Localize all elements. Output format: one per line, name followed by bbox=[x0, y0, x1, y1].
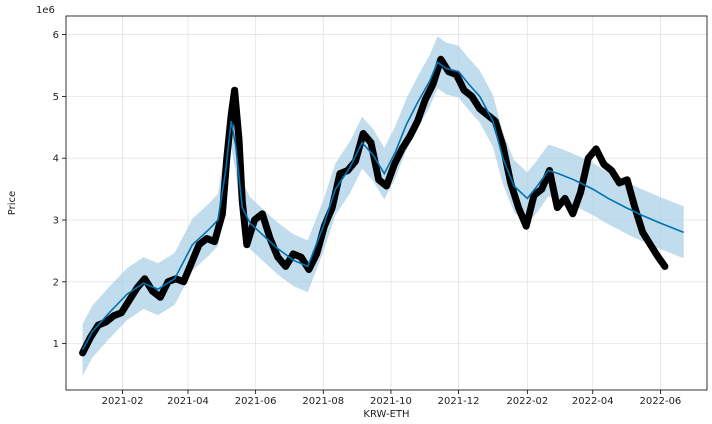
observed-points bbox=[79, 55, 669, 357]
observed-point bbox=[203, 235, 210, 242]
observed-point bbox=[577, 189, 584, 196]
x-tick-label: 2021-06 bbox=[235, 396, 277, 407]
observed-point bbox=[530, 192, 538, 199]
observed-point bbox=[259, 210, 266, 217]
y-tick-label: 2 bbox=[53, 277, 59, 288]
observed-point bbox=[561, 195, 569, 202]
observed-point bbox=[274, 253, 281, 261]
y-axis-ticks: 1 2 3 4 5 6 bbox=[53, 30, 66, 350]
observed-point bbox=[157, 294, 164, 301]
x-tick-label: 2022-06 bbox=[640, 396, 682, 407]
observed-trace bbox=[79, 55, 669, 357]
observed-point bbox=[460, 87, 468, 94]
y-axis-multiplier: 1e6 bbox=[36, 5, 55, 16]
observed-point bbox=[422, 96, 429, 103]
x-axis-ticks: 2021-02 2021-04 2021-06 2021-08 2021-10 2021-… bbox=[102, 390, 682, 407]
observed-point bbox=[243, 241, 250, 248]
observed-point bbox=[110, 312, 117, 319]
observed-point bbox=[631, 204, 639, 211]
observed-point bbox=[375, 176, 382, 183]
observed-point bbox=[180, 278, 187, 285]
observed-point bbox=[647, 241, 654, 248]
observed-point bbox=[515, 204, 522, 211]
observed-point bbox=[336, 170, 344, 177]
y-tick-label: 5 bbox=[53, 92, 59, 103]
y-tick-label: 6 bbox=[53, 30, 59, 41]
observed-point bbox=[118, 309, 125, 316]
observed-point bbox=[231, 87, 238, 94]
observed-point bbox=[383, 182, 390, 190]
observed-point bbox=[499, 142, 507, 149]
x-tick-label: 2021-02 bbox=[102, 396, 144, 407]
observed-point bbox=[141, 275, 148, 282]
observed-point bbox=[585, 155, 592, 162]
observed-point bbox=[188, 260, 195, 267]
y-tick-label: 1 bbox=[53, 339, 59, 350]
observed-point bbox=[149, 287, 156, 295]
observed-point bbox=[391, 161, 398, 168]
observed-point bbox=[616, 179, 623, 187]
observed-point bbox=[251, 216, 258, 224]
x-tick-label: 2021-12 bbox=[438, 396, 480, 407]
observed-point bbox=[297, 253, 305, 261]
observed-point bbox=[437, 56, 444, 63]
x-tick-label: 2021-04 bbox=[167, 396, 209, 407]
observed-point bbox=[655, 253, 662, 261]
observed-point bbox=[79, 349, 86, 357]
observed-point bbox=[313, 250, 320, 258]
observed-point bbox=[592, 145, 600, 153]
y-axis-title: Price bbox=[7, 191, 18, 215]
observed-point bbox=[282, 263, 289, 270]
observed-point bbox=[554, 204, 561, 211]
x-axis-title: KRW-ETH bbox=[363, 409, 409, 420]
observed-point bbox=[523, 223, 530, 230]
observed-point bbox=[414, 117, 421, 125]
plot-frame bbox=[65, 15, 708, 391]
y-tick-label: 4 bbox=[53, 154, 59, 165]
observed-point bbox=[367, 139, 375, 146]
x-tick-label: 2022-04 bbox=[572, 396, 614, 407]
observed-point bbox=[608, 167, 615, 174]
forecast-line bbox=[81, 61, 684, 351]
observed-point bbox=[126, 297, 133, 304]
observed-point bbox=[305, 266, 313, 273]
x-tick-label: 2021-08 bbox=[302, 396, 344, 407]
observed-point bbox=[290, 250, 297, 258]
observed-point bbox=[569, 210, 576, 217]
y-tick-label: 3 bbox=[53, 216, 59, 227]
observed-point bbox=[600, 161, 608, 168]
observed-point bbox=[429, 80, 437, 88]
observed-point bbox=[228, 111, 235, 119]
forecast-uncertainty-band bbox=[82, 36, 684, 376]
observed-point bbox=[172, 275, 179, 282]
observed-point bbox=[453, 71, 460, 78]
observed-point bbox=[211, 238, 218, 245]
observed-point bbox=[398, 145, 406, 153]
observed-point bbox=[102, 318, 110, 326]
observed-point bbox=[468, 93, 476, 100]
observed-point bbox=[406, 133, 413, 140]
x-tick-label: 2022-02 bbox=[506, 396, 548, 407]
observed-point bbox=[624, 176, 631, 183]
observed-point bbox=[219, 210, 226, 217]
observed-point bbox=[360, 130, 367, 137]
observed-point bbox=[661, 263, 669, 270]
observed-point bbox=[195, 241, 203, 248]
observed-point bbox=[235, 136, 243, 143]
observed-point bbox=[639, 229, 646, 236]
observed-point bbox=[476, 105, 483, 112]
observed-point bbox=[538, 185, 545, 193]
x-tick-label: 2021-10 bbox=[370, 396, 412, 407]
